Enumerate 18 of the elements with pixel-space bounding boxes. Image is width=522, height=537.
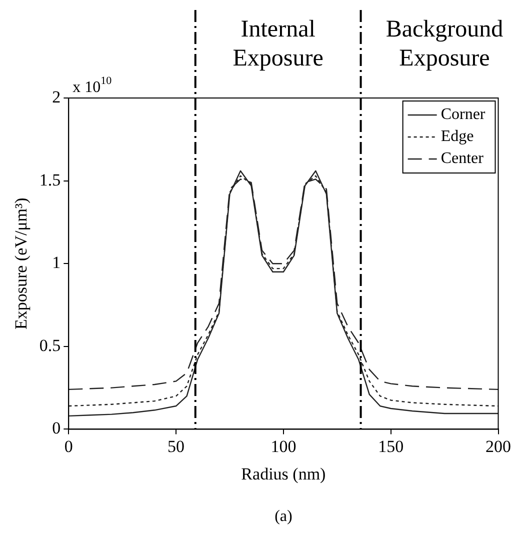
- y-axis-title: Exposure (eV/μm³): [12, 198, 31, 330]
- x-tick-label: 50: [168, 436, 185, 456]
- x-axis-title: Radius (nm): [241, 464, 326, 484]
- legend-label: Edge: [440, 128, 474, 146]
- y-tick-label: 0: [52, 418, 61, 438]
- ref-line-label: Internal Exposure: [232, 16, 324, 72]
- legend-label: Center: [440, 150, 484, 168]
- y-tick-label: 1.5: [39, 170, 61, 190]
- ref-line-label: Background Exposure: [386, 16, 504, 72]
- y-tick-label: 2: [52, 87, 61, 106]
- y-tick-label: 1: [52, 253, 61, 272]
- x-tick-label: 150: [378, 436, 404, 456]
- x-tick-label: 200: [486, 436, 511, 456]
- x-tick-label: 100: [270, 436, 296, 456]
- x-tick-label: 0: [64, 436, 73, 456]
- y-tick-label: 0.5: [39, 336, 61, 355]
- text: (a): [274, 508, 292, 525]
- legend-label: Corner: [440, 106, 486, 124]
